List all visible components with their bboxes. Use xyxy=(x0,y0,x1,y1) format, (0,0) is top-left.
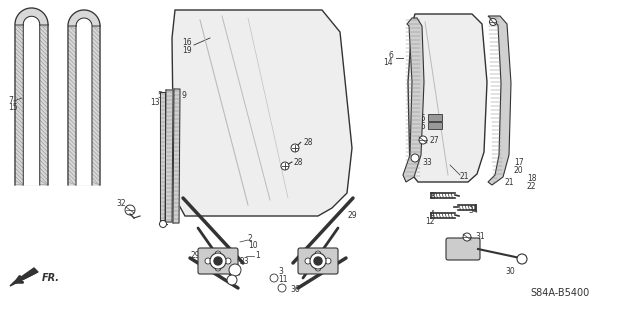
Text: 12: 12 xyxy=(425,217,435,226)
Text: 34: 34 xyxy=(468,205,478,214)
Text: 21: 21 xyxy=(505,178,515,187)
Text: FR.: FR. xyxy=(42,273,60,283)
Circle shape xyxy=(278,284,286,292)
Circle shape xyxy=(229,264,241,276)
FancyBboxPatch shape xyxy=(198,248,238,274)
Text: 9: 9 xyxy=(182,91,187,100)
Circle shape xyxy=(210,253,226,269)
Polygon shape xyxy=(160,92,165,220)
Text: 32: 32 xyxy=(116,198,125,207)
Text: 21: 21 xyxy=(460,172,469,180)
Text: 25: 25 xyxy=(416,114,426,123)
Circle shape xyxy=(227,275,237,285)
Text: 18: 18 xyxy=(527,173,537,182)
Text: 14: 14 xyxy=(384,58,393,67)
Polygon shape xyxy=(403,18,424,182)
Text: 19: 19 xyxy=(182,45,192,54)
Text: 11: 11 xyxy=(278,276,287,284)
Text: 16: 16 xyxy=(182,37,192,46)
Text: 31: 31 xyxy=(475,231,484,241)
Text: 1: 1 xyxy=(255,251,260,260)
Text: 35: 35 xyxy=(498,23,508,33)
Text: 2: 2 xyxy=(248,234,253,243)
Bar xyxy=(428,122,442,129)
Circle shape xyxy=(281,162,289,170)
Text: 30: 30 xyxy=(505,268,515,276)
Text: 8: 8 xyxy=(430,191,435,201)
Polygon shape xyxy=(165,90,173,222)
FancyBboxPatch shape xyxy=(446,238,480,260)
Circle shape xyxy=(325,258,331,264)
Text: 4: 4 xyxy=(430,210,435,219)
Circle shape xyxy=(125,205,135,215)
Text: 29: 29 xyxy=(190,251,200,260)
Text: 20: 20 xyxy=(514,165,524,174)
Text: 36: 36 xyxy=(290,285,300,294)
Text: 33: 33 xyxy=(422,157,432,166)
Text: 26: 26 xyxy=(416,122,426,131)
Text: 24: 24 xyxy=(232,269,242,278)
Circle shape xyxy=(411,154,419,162)
Text: S84A-B5400: S84A-B5400 xyxy=(530,288,590,298)
Text: 28: 28 xyxy=(304,138,314,147)
Circle shape xyxy=(291,144,299,152)
Text: 10: 10 xyxy=(248,241,258,250)
Text: 13: 13 xyxy=(151,98,160,107)
Text: 5: 5 xyxy=(157,91,162,100)
Polygon shape xyxy=(172,10,352,216)
Text: 15: 15 xyxy=(8,102,18,111)
Circle shape xyxy=(225,258,231,264)
Polygon shape xyxy=(68,10,100,185)
Text: 17: 17 xyxy=(514,157,524,166)
Circle shape xyxy=(310,253,326,269)
Circle shape xyxy=(215,265,221,271)
Circle shape xyxy=(517,254,527,264)
Circle shape xyxy=(214,257,222,265)
Circle shape xyxy=(215,251,221,257)
Circle shape xyxy=(205,258,211,264)
Circle shape xyxy=(490,19,496,26)
Circle shape xyxy=(315,265,321,271)
Circle shape xyxy=(305,258,311,264)
Circle shape xyxy=(159,220,166,228)
Bar xyxy=(428,114,442,121)
Polygon shape xyxy=(10,268,38,286)
Text: 7: 7 xyxy=(8,95,13,105)
Polygon shape xyxy=(173,89,180,223)
Text: 27: 27 xyxy=(430,135,440,145)
Circle shape xyxy=(315,251,321,257)
Polygon shape xyxy=(76,18,92,185)
Text: 29: 29 xyxy=(348,211,358,220)
Polygon shape xyxy=(15,8,48,185)
Polygon shape xyxy=(408,14,487,182)
Circle shape xyxy=(314,257,322,265)
Text: 3: 3 xyxy=(278,268,283,276)
FancyBboxPatch shape xyxy=(298,248,338,274)
Circle shape xyxy=(270,274,278,282)
Polygon shape xyxy=(23,16,40,185)
Polygon shape xyxy=(488,16,511,185)
Text: 28: 28 xyxy=(294,157,304,166)
Circle shape xyxy=(463,233,471,241)
Circle shape xyxy=(419,136,427,144)
Text: 6: 6 xyxy=(388,51,393,60)
Text: 23: 23 xyxy=(240,258,249,267)
Text: 22: 22 xyxy=(527,181,537,190)
